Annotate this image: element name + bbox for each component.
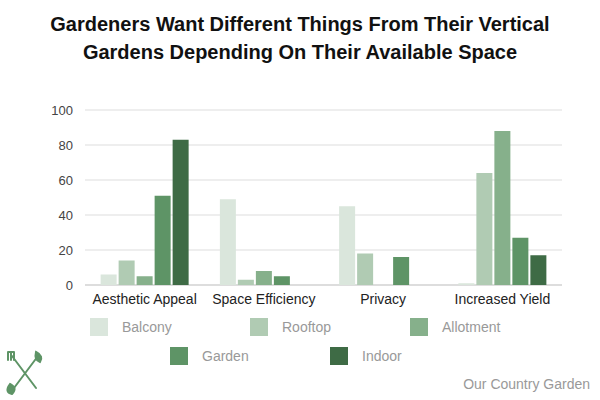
bar (458, 283, 474, 285)
legend-label: Garden (202, 348, 249, 364)
legend-label: Allotment (442, 319, 500, 335)
y-tick-label: 80 (59, 138, 73, 153)
bars (101, 131, 547, 285)
bar (339, 206, 355, 285)
logo (7, 352, 41, 394)
bar (155, 196, 171, 285)
legend-label: Rooftop (282, 319, 331, 335)
bar (476, 173, 492, 285)
bar (411, 285, 427, 286)
source-label: Our Country Garden (463, 376, 590, 392)
bar (101, 275, 117, 286)
bar (393, 257, 409, 285)
bar (357, 254, 373, 286)
bar (530, 255, 546, 285)
legend-swatch (90, 318, 108, 336)
chart-title: Gardeners Want Different Things From The… (50, 10, 550, 66)
bar (220, 199, 236, 285)
bar (375, 285, 391, 286)
grid-line (85, 110, 562, 111)
bar (512, 238, 528, 285)
bar (256, 271, 272, 285)
y-tick-label: 40 (59, 208, 73, 223)
legend-swatch (250, 318, 268, 336)
legend-label: Balcony (122, 319, 172, 335)
bar (173, 140, 189, 285)
legend-swatch (170, 347, 188, 365)
x-tick-label: Aesthetic Appeal (92, 291, 196, 307)
grid-line (85, 145, 562, 146)
bar (238, 280, 254, 285)
legend-swatch (330, 347, 348, 365)
y-tick-label: 100 (51, 103, 73, 118)
y-tick-label: 20 (59, 243, 73, 258)
x-tick-label: Increased Yield (455, 291, 551, 307)
legend-label: Indoor (362, 348, 402, 364)
bar (494, 131, 510, 285)
x-tick-label: Space Efficiency (212, 291, 315, 307)
bar (119, 261, 135, 286)
legend-swatch (410, 318, 428, 336)
y-tick-label: 0 (66, 278, 73, 293)
x-tick-label: Privacy (360, 291, 406, 307)
y-tick-label: 60 (59, 173, 73, 188)
bar (292, 285, 308, 286)
bar (137, 276, 153, 285)
bar (274, 276, 290, 285)
chart-canvas: 0 20 40 60 80 100 Aesthetic Appeal Space Effici… (0, 0, 600, 400)
